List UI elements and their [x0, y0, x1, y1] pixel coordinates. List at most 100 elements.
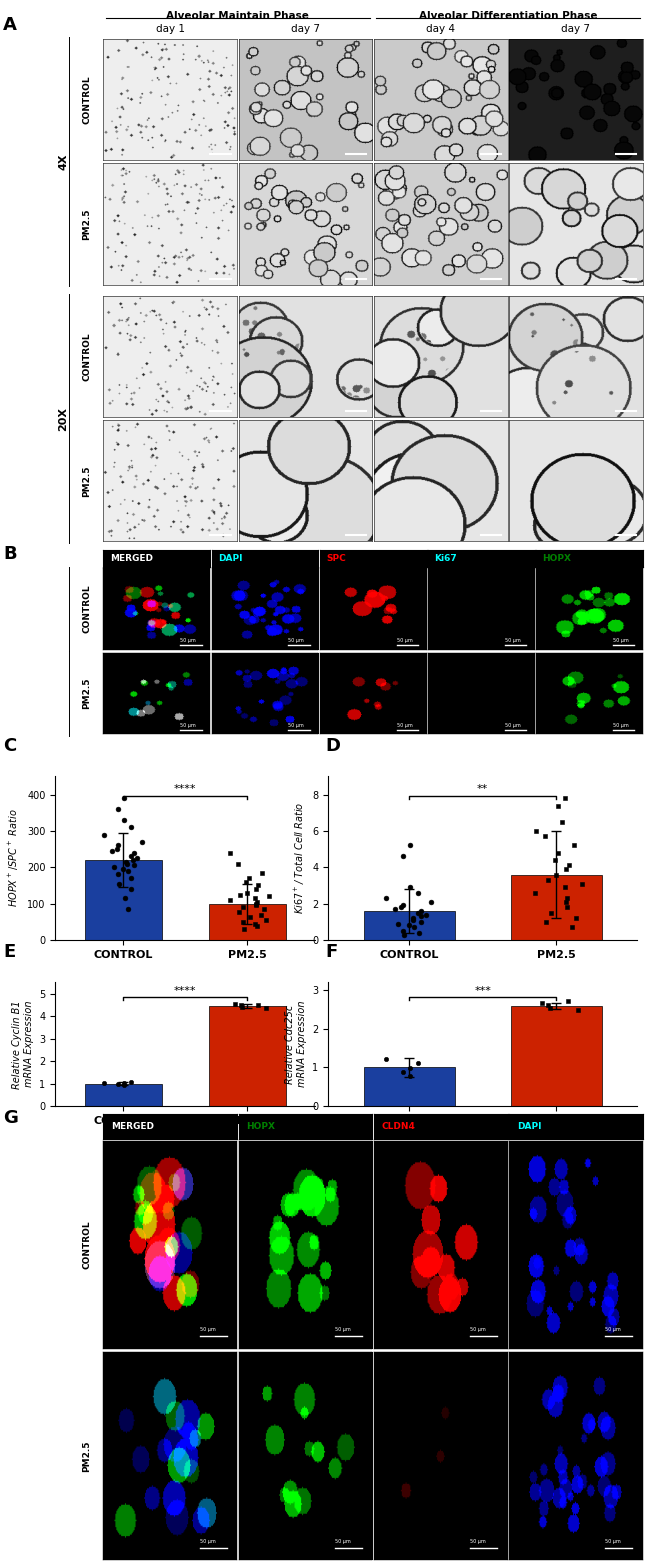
Text: G: G [3, 1110, 18, 1127]
Point [238, 909, 248, 934]
Point [398, 844, 408, 869]
Point [113, 833, 124, 858]
Text: CONTROL: CONTROL [83, 1221, 92, 1269]
Point [235, 883, 245, 908]
Point [562, 895, 572, 920]
Point [233, 900, 244, 925]
Point [250, 886, 260, 911]
Point [121, 850, 131, 875]
Point [403, 912, 413, 937]
Point [396, 895, 406, 920]
Point [405, 1063, 415, 1088]
Point [561, 856, 571, 881]
Point [264, 884, 274, 909]
Point [132, 845, 142, 870]
Point [119, 1070, 129, 1096]
Text: 50 μm: 50 μm [289, 723, 304, 728]
Point [416, 905, 426, 930]
Point [119, 808, 129, 833]
Point [261, 908, 271, 933]
Text: 50 μm: 50 μm [605, 1538, 621, 1543]
Point [390, 897, 400, 922]
Text: 20X: 20X [58, 407, 68, 430]
Text: 50 μm: 50 μm [605, 1327, 621, 1332]
Y-axis label: Relative Cdc25c
mRNA Expression: Relative Cdc25c mRNA Expression [285, 1002, 307, 1088]
Text: B: B [3, 545, 17, 563]
Point [398, 919, 408, 944]
Point [257, 861, 267, 886]
Bar [209, 1006, 285, 1106]
Text: 50 μm: 50 μm [335, 1538, 351, 1543]
Point [253, 873, 263, 898]
Text: F: F [325, 944, 337, 961]
Point [552, 793, 563, 818]
Point [224, 887, 235, 912]
Point [393, 911, 403, 936]
Text: 50 μm: 50 μm [613, 639, 629, 643]
Point [99, 1070, 109, 1096]
Text: CLDN4: CLDN4 [382, 1122, 415, 1131]
Point [551, 862, 561, 887]
Point [560, 786, 570, 811]
Point [125, 844, 136, 869]
Point [381, 886, 391, 911]
Text: day 7: day 7 [562, 23, 590, 34]
Point [230, 992, 240, 1017]
Point [250, 876, 261, 901]
Point [126, 865, 136, 890]
Point [545, 900, 556, 925]
Text: MERGED: MERGED [111, 1122, 155, 1131]
Point [399, 922, 410, 947]
Text: PM2.5: PM2.5 [83, 1440, 92, 1473]
Text: A: A [3, 16, 17, 34]
Point [114, 872, 125, 897]
Text: CONTROL: CONTROL [83, 75, 92, 124]
Text: 50 μm: 50 μm [505, 639, 521, 643]
Bar [85, 861, 162, 941]
Point [571, 906, 581, 931]
Point [237, 995, 247, 1020]
Text: CONTROL: CONTROL [83, 332, 92, 380]
Point [129, 840, 139, 865]
Point [398, 1060, 408, 1085]
Point [416, 909, 426, 934]
Text: day 7: day 7 [291, 23, 320, 34]
Point [113, 1072, 124, 1097]
Point [540, 823, 550, 848]
Point [109, 854, 119, 880]
Point [413, 920, 424, 945]
Point [128, 848, 138, 873]
Point [560, 875, 571, 900]
Point [122, 851, 132, 876]
Text: 50 μm: 50 μm [613, 723, 629, 728]
Point [543, 867, 553, 892]
Point [550, 848, 560, 873]
Y-axis label: $HOPX^+/SPC^+$ Ratio: $HOPX^+/SPC^+$ Ratio [7, 809, 21, 908]
Point [232, 851, 242, 876]
Point [124, 897, 134, 922]
Text: 50 μm: 50 μm [200, 1327, 216, 1332]
Text: 50 μm: 50 μm [396, 639, 412, 643]
Point [562, 886, 573, 911]
Point [252, 914, 262, 939]
Point [541, 909, 551, 934]
Point [564, 853, 574, 878]
Point [381, 1047, 391, 1072]
Text: 4X: 4X [58, 153, 68, 171]
Point [250, 911, 260, 936]
Text: 50 μm: 50 μm [470, 1327, 486, 1332]
Text: Alveolar Differentiation Phase: Alveolar Differentiation Phase [419, 11, 597, 20]
Point [408, 908, 419, 933]
Point [258, 897, 268, 922]
Point [113, 797, 124, 822]
Text: 50 μm: 50 μm [180, 639, 196, 643]
Text: PM2.5: PM2.5 [83, 678, 92, 709]
Text: C: C [3, 737, 16, 756]
Point [112, 837, 122, 862]
Text: ****: **** [174, 986, 196, 995]
Point [543, 992, 553, 1017]
Point [573, 998, 584, 1024]
Text: Alveolar Maintain Phase: Alveolar Maintain Phase [166, 11, 309, 20]
Bar [510, 875, 602, 941]
Text: day 1: day 1 [156, 23, 185, 34]
